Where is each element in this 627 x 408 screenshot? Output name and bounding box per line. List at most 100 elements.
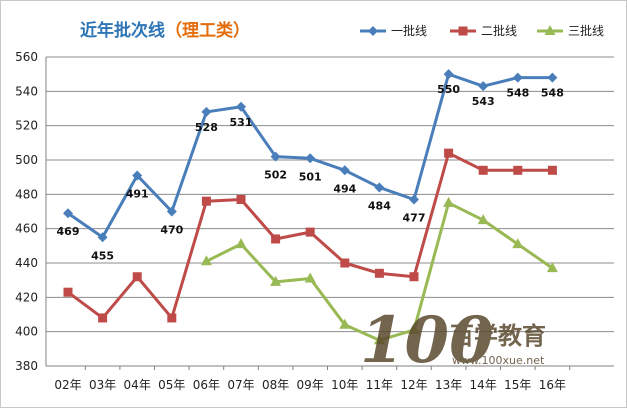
data-point-square bbox=[444, 148, 454, 158]
series-1 bbox=[63, 69, 558, 243]
data-point-diamond bbox=[132, 170, 143, 181]
data-point-triangle bbox=[408, 323, 420, 334]
data-label: 502 bbox=[264, 169, 287, 182]
data-point-triangle bbox=[235, 238, 247, 249]
x-tick-label: 07年 bbox=[227, 378, 254, 392]
data-point-square bbox=[63, 287, 73, 297]
data-label: 491 bbox=[126, 187, 149, 200]
chart-title-main: 近年批次线 bbox=[80, 20, 165, 41]
data-point-square bbox=[513, 165, 523, 175]
x-tick-label: 08年 bbox=[262, 378, 289, 392]
data-point-triangle bbox=[477, 214, 489, 225]
data-point-diamond bbox=[512, 72, 523, 83]
y-tick-label: 560 bbox=[15, 50, 38, 64]
data-point-diamond bbox=[478, 81, 489, 92]
data-point-diamond bbox=[547, 72, 558, 83]
data-point-diamond bbox=[270, 151, 281, 162]
data-point-diamond bbox=[63, 208, 73, 219]
data-label: 531 bbox=[230, 116, 253, 129]
y-tick-label: 380 bbox=[15, 359, 38, 373]
data-point-triangle bbox=[544, 25, 556, 35]
x-tick-label: 09年 bbox=[297, 378, 324, 392]
y-tick-label: 500 bbox=[15, 153, 38, 167]
data-point-diamond bbox=[236, 101, 246, 112]
y-tick-label: 440 bbox=[15, 256, 38, 270]
y-tick-label: 540 bbox=[15, 84, 38, 98]
data-point-triangle bbox=[304, 272, 316, 283]
x-tick-label: 04年 bbox=[124, 378, 151, 392]
data-label: 484 bbox=[368, 199, 391, 212]
data-point-triangle bbox=[200, 255, 212, 266]
data-point-square bbox=[201, 196, 211, 206]
data-label: 550 bbox=[437, 83, 460, 96]
y-tick-label: 460 bbox=[15, 222, 38, 236]
watermark-logo-number: 100 bbox=[360, 303, 494, 378]
data-point-triangle bbox=[270, 275, 282, 286]
data-label: 455 bbox=[91, 249, 114, 262]
series-layer bbox=[63, 69, 558, 345]
y-tick-label: 520 bbox=[15, 119, 38, 133]
data-label: 548 bbox=[506, 87, 529, 100]
data-label: 543 bbox=[472, 95, 495, 108]
data-label: 528 bbox=[195, 121, 218, 134]
x-tick-label: 05年 bbox=[158, 378, 185, 392]
x-tick-label: 13年 bbox=[435, 378, 462, 392]
data-point-square bbox=[340, 258, 350, 268]
x-tick-label: 11年 bbox=[366, 378, 393, 392]
legend: 一批线 二批线 三批线 bbox=[360, 23, 604, 38]
data-point-diamond bbox=[409, 194, 419, 205]
data-point-diamond bbox=[339, 165, 350, 176]
data-point-triangle bbox=[546, 262, 558, 273]
data-label: 501 bbox=[299, 170, 322, 183]
grid-lines bbox=[46, 56, 614, 367]
data-point-diamond bbox=[166, 206, 177, 217]
data-point-square bbox=[478, 165, 488, 175]
data-label: 469 bbox=[57, 225, 80, 238]
x-tick-label: 10年 bbox=[331, 378, 358, 392]
data-point-square bbox=[409, 272, 419, 282]
data-point-square bbox=[271, 234, 281, 244]
data-point-square bbox=[167, 313, 177, 323]
data-point-square bbox=[98, 313, 108, 323]
axes: 380 400 420 440 460 480 500 520 540 560 02年 03年 04年 0… bbox=[15, 50, 614, 392]
legend-label: 一批线 bbox=[391, 23, 427, 38]
data-point-triangle bbox=[512, 238, 524, 249]
data-label: 477 bbox=[403, 211, 426, 224]
x-tick-label: 12年 bbox=[400, 378, 427, 392]
chart-title: 近年批次线（理工类） bbox=[80, 20, 250, 41]
watermark-url: www.100xue.net bbox=[452, 354, 545, 367]
series-2 bbox=[63, 148, 557, 323]
data-label: 494 bbox=[333, 182, 356, 195]
watermark-logo: 100 百学教育 www.100xue.net bbox=[360, 303, 546, 378]
x-tick-label: 03年 bbox=[89, 378, 116, 392]
data-label: 470 bbox=[160, 224, 183, 237]
data-point-diamond bbox=[305, 153, 316, 164]
data-point-diamond bbox=[201, 106, 212, 117]
x-tick-label: 02年 bbox=[54, 378, 81, 392]
x-tick-label: 14年 bbox=[470, 378, 497, 392]
data-point-diamond bbox=[443, 69, 454, 80]
data-point-triangle bbox=[339, 318, 351, 329]
y-tick-label: 400 bbox=[15, 325, 38, 339]
data-point-square bbox=[132, 272, 142, 282]
data-point-triangle bbox=[373, 334, 385, 345]
data-point-diamond bbox=[374, 182, 385, 193]
data-point-square bbox=[458, 26, 468, 36]
watermark-site-name: 百学教育 bbox=[450, 321, 546, 350]
series-3 bbox=[200, 196, 558, 345]
legend-label: 三批线 bbox=[568, 23, 604, 38]
x-tick-label: 15年 bbox=[504, 378, 531, 392]
data-point-square bbox=[236, 194, 246, 204]
y-tick-label: 420 bbox=[15, 290, 38, 304]
x-tick-label: 16年 bbox=[539, 378, 566, 392]
data-labels: 469 455 491 470 528 531 502 501 494 484 477 550 543 5… bbox=[57, 83, 564, 262]
data-point-square bbox=[305, 227, 315, 237]
y-tick-label: 480 bbox=[15, 187, 38, 201]
data-label: 548 bbox=[541, 87, 564, 100]
x-tick-label: 06年 bbox=[193, 378, 220, 392]
data-point-square bbox=[547, 165, 557, 175]
data-point-diamond bbox=[97, 232, 108, 243]
legend-label: 二批线 bbox=[481, 23, 517, 38]
